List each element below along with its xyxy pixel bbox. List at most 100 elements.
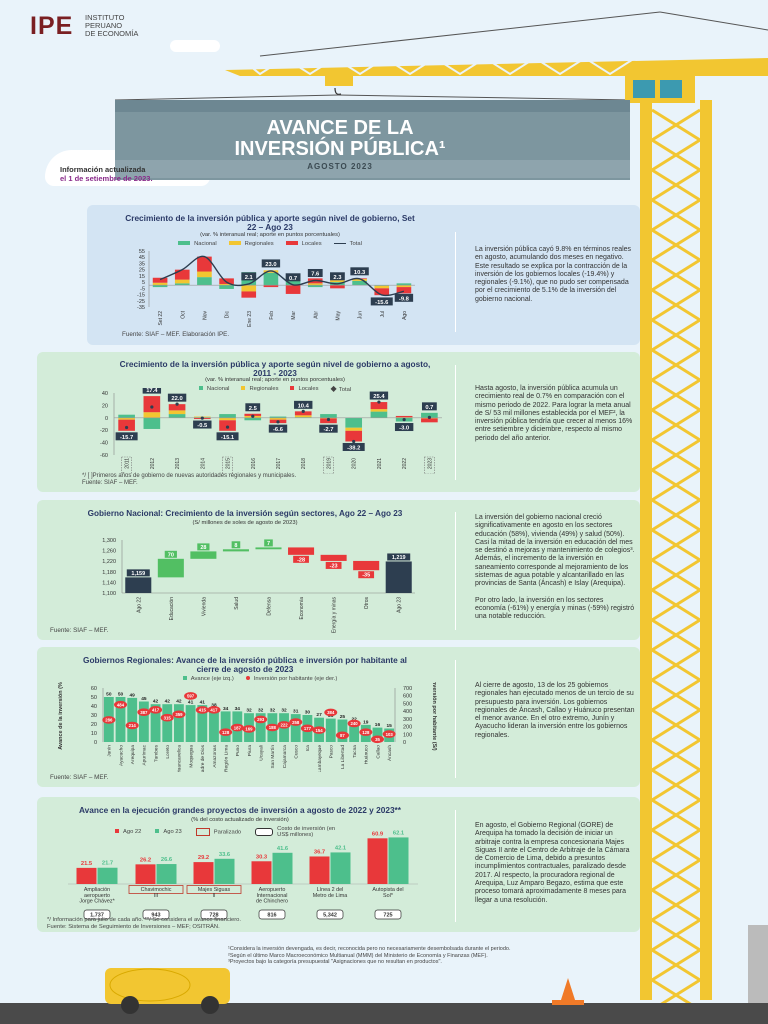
per-capita-marker [324, 708, 338, 717]
value-label-bg [197, 543, 210, 551]
bar-avance [174, 704, 184, 742]
per-capita-label: 187 [234, 725, 242, 730]
legend-total: ◆ Total [330, 384, 352, 393]
value-label: 62.1 [393, 830, 405, 836]
bar-avance [115, 697, 126, 742]
x-tick-label: Abr [313, 311, 319, 319]
source: Fuente: SIAF – MEF. [50, 627, 109, 634]
value-label: 0.7 [289, 276, 297, 282]
total-marker [251, 414, 255, 418]
tower-brace [651, 918, 701, 952]
per-capita-label: 128 [222, 730, 230, 735]
value-label: -6.6 [273, 427, 284, 433]
per-capita-marker [125, 721, 139, 730]
tower-brace [651, 948, 701, 982]
bar-nacional [244, 417, 262, 421]
value-label: 1,219 [392, 555, 406, 561]
value-label: 29.2 [198, 855, 209, 861]
x-tick-label: Economía [299, 597, 305, 620]
value-label-bg [245, 403, 261, 412]
tower-brace [651, 528, 701, 562]
bar-nacional [174, 283, 190, 286]
bar-avance [290, 714, 301, 742]
total-marker [200, 416, 204, 420]
value-label-bg [387, 553, 411, 561]
value-label: -38.2 [347, 445, 360, 451]
y-tick-label: 1,260 [102, 549, 116, 555]
cost-value: 1,737 [90, 913, 104, 919]
value-label: 27 [316, 712, 322, 718]
per-capita-label: 258 [292, 720, 300, 725]
value-label: 45 [141, 696, 147, 702]
update-note: Información actualizada el 1 de setiembre… [60, 165, 153, 183]
x-tick-label: Amazonas [212, 744, 218, 767]
x-tick-label: 2019 [326, 458, 332, 469]
total-marker [301, 409, 305, 413]
value-label: 1,159 [131, 571, 145, 577]
y-tick-label: 50 [91, 695, 97, 701]
x-tick-label: 2015 [226, 458, 232, 469]
total-line [159, 255, 405, 297]
value-label-bg [164, 550, 177, 558]
per-capita-label: 222 [280, 723, 288, 728]
per-capita-marker [184, 692, 198, 700]
value-label: 42.1 [335, 845, 347, 851]
x-tick-label: Cajamarca [282, 745, 288, 769]
chart-legend: Avance (eje izq.) Inversión por habitant… [110, 676, 410, 682]
value-label-bg [115, 432, 138, 441]
cost-box [316, 909, 344, 920]
y-tick-label: 1,140 [102, 580, 116, 586]
chart-legend: Nacional Regionales Locales Total [120, 241, 420, 247]
tower-brace [651, 108, 701, 142]
tower-brace [651, 828, 701, 862]
waterfall-bar [222, 549, 249, 552]
value-label: -15.6 [375, 300, 389, 306]
y2-tick-label: 400 [403, 709, 412, 715]
per-capita-marker [230, 723, 244, 732]
per-capita-marker [312, 726, 326, 734]
bar-locales [370, 402, 388, 410]
y-tick-label: 40 [91, 704, 97, 710]
value-label: 34 [223, 706, 229, 712]
legend-nacional: Nacional [198, 386, 229, 392]
project-label: II [213, 893, 216, 899]
x-tick-label: Ago 22 [136, 597, 142, 613]
value-label: 25 [340, 714, 346, 720]
cost-value: 943 [151, 913, 160, 919]
chart-sector-waterfall: 1,300 1,260 1,220 1,180 1,140 1,100 1,159 Ago 2… [102, 538, 415, 633]
value-label: 50 [118, 692, 124, 698]
legend-ago22: Ago 22 [115, 829, 141, 835]
cost-box [374, 909, 402, 920]
bar-ago23 [272, 852, 293, 884]
bar-ago22 [251, 861, 272, 884]
chart-notes: */ [ ]Primeros años de gobierno de nueva… [82, 473, 296, 487]
y-tick-label: -20 [100, 428, 108, 434]
y2-tick-label: 600 [403, 694, 412, 700]
value-label: -2.7 [323, 427, 333, 433]
chart-title: Avance en la ejecución grandes proyectos… [78, 805, 402, 815]
per-capita-marker [149, 706, 163, 714]
x-tick-label: Feb [269, 311, 275, 320]
tower-brace [651, 318, 701, 352]
waterfall-bar [385, 561, 412, 593]
bar-nacional [197, 277, 212, 286]
value-label: 2.1 [245, 275, 254, 281]
value-label: 23.0 [265, 262, 276, 268]
total-marker [402, 418, 406, 422]
panel-regional [37, 647, 640, 787]
x-tick-label: Arequipa [130, 745, 136, 765]
legend-locales: Locales [285, 241, 322, 247]
bar-regionales [174, 279, 190, 284]
value-label: 33.6 [219, 852, 231, 858]
tower-brace [651, 438, 701, 472]
value-label-bg [167, 393, 187, 402]
x-tick-label: Jul [380, 311, 386, 317]
value-label-bg [293, 555, 309, 563]
source: Fuente: SIAF – MEF. [50, 774, 109, 781]
chart-subtitle: (var. % interanual real; aporte en punto… [200, 232, 340, 238]
y-tick-label: -15 [137, 293, 145, 299]
value-label: 38 [211, 702, 217, 708]
value-label: 31 [293, 709, 299, 715]
y-tick-label: 10 [91, 731, 97, 737]
bar-regionales [345, 427, 363, 431]
